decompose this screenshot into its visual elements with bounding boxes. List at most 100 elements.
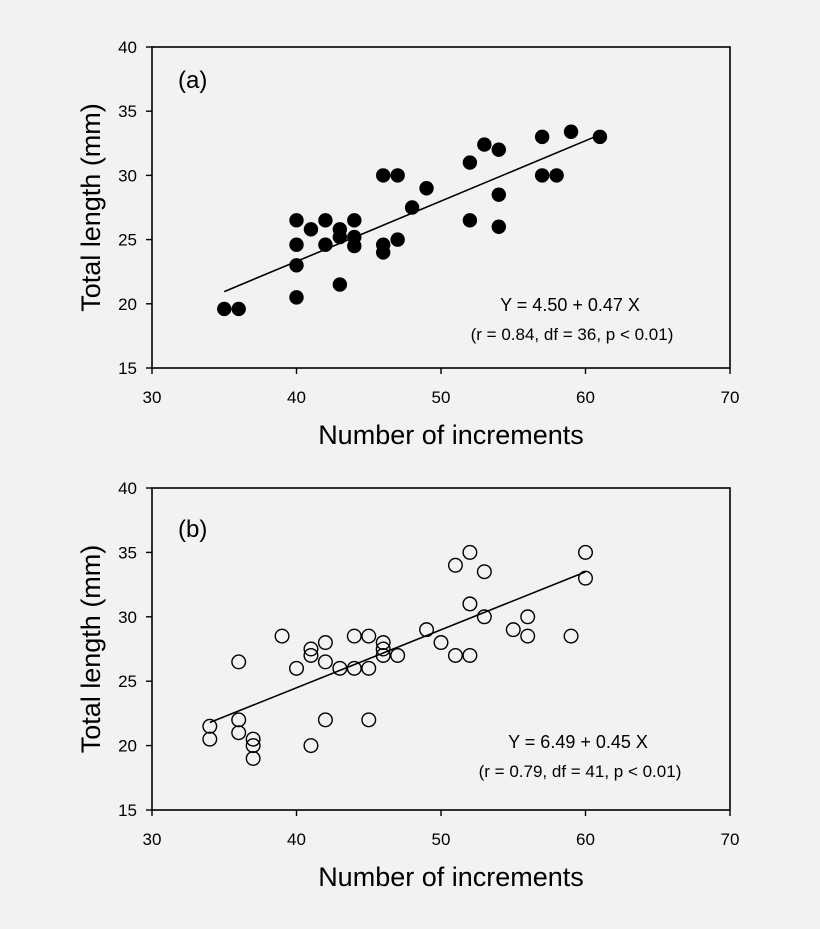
y-tick-label: 20: [118, 295, 137, 314]
data-point: [274, 628, 290, 644]
x-tick-label: 30: [143, 830, 162, 849]
x-tick-label: 60: [576, 388, 595, 407]
y-tick-label: 25: [118, 672, 137, 691]
data-point: [231, 712, 247, 728]
data-point: [534, 168, 550, 183]
data-point: [289, 258, 304, 273]
data-point: [361, 628, 377, 644]
y-axis-title: Total length (mm): [76, 103, 106, 312]
data-point: [419, 181, 434, 196]
y-tick-label: 30: [118, 166, 137, 185]
data-point: [520, 628, 536, 644]
data-point: [476, 609, 492, 625]
data-point: [375, 635, 391, 651]
y-tick-label: 40: [118, 479, 137, 498]
data-point: [578, 544, 594, 560]
y-tick-label: 40: [118, 38, 137, 57]
data-point: [245, 750, 261, 766]
y-tick-label: 30: [118, 608, 137, 627]
data-point: [491, 219, 506, 234]
data-point: [462, 647, 478, 663]
data-point: [447, 557, 463, 573]
data-point: [376, 168, 391, 183]
panel-b: 30 40 50 60 70 15 20 25 30 35 40 Number of incremen…: [76, 479, 739, 892]
data-point: [346, 628, 362, 644]
data-point: [578, 570, 594, 586]
x-axis-title: Number of increments: [318, 420, 584, 450]
data-point: [390, 232, 405, 247]
data-point: [592, 129, 608, 145]
panel-label: (a): [178, 67, 207, 94]
data-point: [534, 129, 550, 145]
data-point: [317, 654, 333, 670]
regression-line: [209, 571, 586, 724]
x-tick-label: 40: [287, 830, 306, 849]
data-point: [390, 168, 405, 183]
data-point: [390, 647, 406, 663]
data-point: [462, 544, 478, 560]
data-point: [462, 596, 478, 612]
data-point: [361, 660, 377, 676]
regression-equation: Y = 4.50 + 0.47 X: [500, 295, 640, 315]
data-point: [433, 635, 449, 651]
y-tick-label: 15: [118, 801, 137, 820]
x-tick-label: 50: [432, 830, 451, 849]
data-point: [289, 237, 304, 252]
data-point: [289, 290, 304, 305]
data-point: [477, 137, 492, 152]
y-tick-label: 35: [118, 102, 137, 121]
data-point: [303, 738, 319, 754]
data-point: [202, 731, 218, 747]
data-point: [491, 142, 506, 157]
data-point: [231, 301, 246, 317]
data-point: [318, 237, 333, 252]
data-point: [289, 660, 305, 676]
data-point: [217, 301, 232, 317]
data-point: [332, 222, 348, 237]
x-axis-title: Number of increments: [318, 862, 584, 892]
y-tick-label: 35: [118, 543, 137, 562]
data-point: [303, 222, 319, 237]
data-point: [375, 641, 391, 657]
x-tick-label: 50: [432, 388, 451, 407]
data-point: [332, 660, 348, 676]
data-point: [462, 213, 478, 228]
x-tick-label: 70: [721, 388, 740, 407]
y-tick-label: 20: [118, 737, 137, 756]
data-point: [404, 200, 420, 215]
x-tick-label: 40: [287, 388, 306, 407]
data-point: [563, 124, 579, 139]
y-tick-label: 25: [118, 231, 137, 250]
data-point: [245, 738, 261, 754]
plot-frame: [151, 46, 731, 369]
data-point: [202, 718, 218, 734]
regression-equation: Y = 6.49 + 0.45 X: [508, 732, 648, 752]
data-point: [346, 660, 362, 676]
regression-stats: (r = 0.79, df = 41, p < 0.01): [479, 762, 682, 781]
panel-a: 30 40 50 60 70 15 20 25 30 35 40 Number of incremen…: [76, 38, 739, 450]
data-point: [447, 647, 463, 663]
data-point: [245, 731, 261, 747]
data-point: [520, 609, 536, 625]
x-tick-label: 30: [143, 388, 162, 407]
y-axis-title: Total length (mm): [76, 545, 106, 754]
data-point: [505, 622, 521, 638]
data-point: [375, 647, 391, 663]
data-point: [462, 155, 478, 170]
regression-stats: (r = 0.84, df = 36, p < 0.01): [471, 325, 674, 344]
data-point: [332, 277, 348, 292]
data-point: [549, 168, 564, 183]
x-tick-label: 70: [721, 830, 740, 849]
data-point: [563, 628, 579, 644]
y-tick-label: 15: [118, 359, 137, 378]
data-point: [231, 725, 247, 741]
data-point: [317, 712, 333, 728]
data-point: [303, 647, 319, 663]
data-point: [347, 213, 362, 228]
data-point: [317, 635, 333, 651]
data-point: [231, 654, 247, 670]
x-tick-label: 60: [576, 830, 595, 849]
data-point: [491, 187, 506, 202]
data-point: [289, 213, 304, 228]
